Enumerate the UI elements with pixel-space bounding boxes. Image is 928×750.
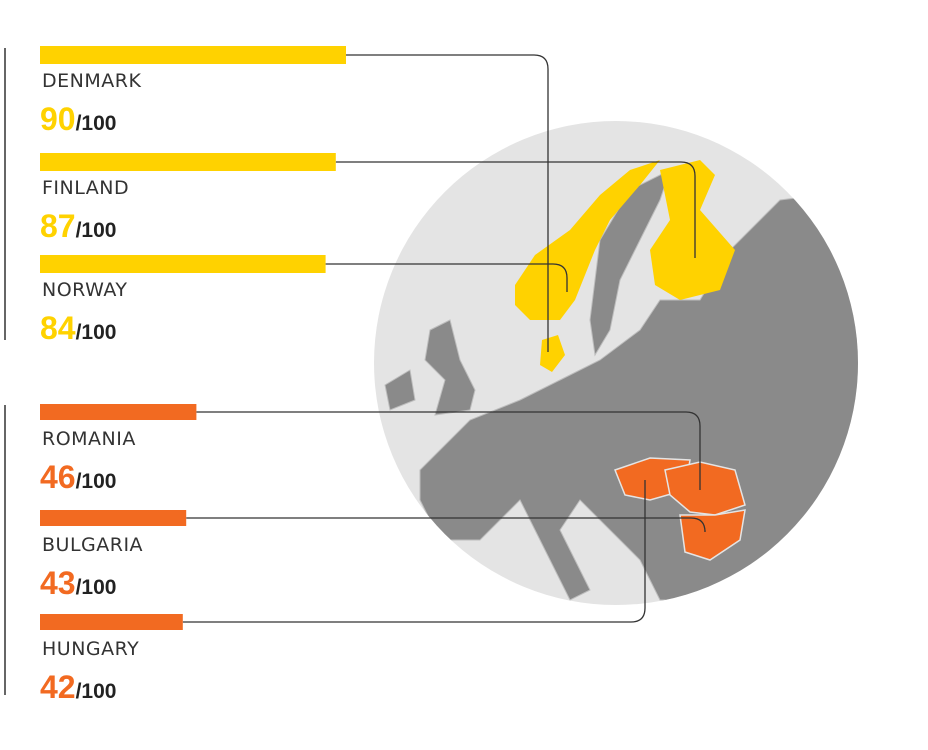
land-finland [650, 160, 735, 300]
score-suffix: /100 [76, 219, 117, 242]
score-suffix: /100 [76, 112, 117, 135]
land-romania [664, 461, 746, 516]
map [374, 121, 858, 605]
leader-line [346, 54, 549, 352]
land-denmark [540, 335, 565, 372]
country-label: BULGARIA [42, 534, 143, 556]
land-norway [515, 160, 660, 320]
leader-line [196, 411, 701, 490]
leader-line [325, 263, 568, 292]
score-value: 43 [40, 565, 76, 601]
land-ireland [384, 369, 416, 411]
score: 42/100 [40, 669, 116, 705]
land-sweden [589, 169, 671, 357]
country-label: ROMANIA [42, 428, 136, 450]
score-suffix: /100 [76, 470, 117, 493]
score: 90/100 [40, 101, 116, 137]
leader-line [182, 480, 646, 623]
score-suffix: /100 [76, 321, 117, 344]
bar [40, 614, 183, 630]
bar [40, 46, 346, 64]
bar [40, 404, 197, 420]
bar [40, 255, 326, 273]
score-value: 87 [40, 208, 76, 244]
score-value: 90 [40, 101, 76, 137]
score: 43/100 [40, 565, 116, 601]
score: 87/100 [40, 208, 116, 244]
score-value: 42 [40, 669, 76, 705]
land-bulgaria [679, 509, 746, 561]
country-label: HUNGARY [42, 638, 139, 660]
bar [40, 510, 187, 526]
leader-line [335, 161, 696, 258]
score-value: 84 [40, 310, 76, 346]
land-britain [424, 319, 476, 416]
score-suffix: /100 [76, 680, 117, 703]
score-value: 46 [40, 459, 76, 495]
score: 46/100 [40, 459, 116, 495]
leader-line [186, 517, 706, 533]
bar [40, 153, 336, 171]
country-label: NORWAY [42, 279, 127, 301]
score-suffix: /100 [76, 576, 117, 599]
country-label: FINLAND [42, 177, 129, 199]
country-label: DENMARK [42, 70, 141, 92]
score: 84/100 [40, 310, 116, 346]
